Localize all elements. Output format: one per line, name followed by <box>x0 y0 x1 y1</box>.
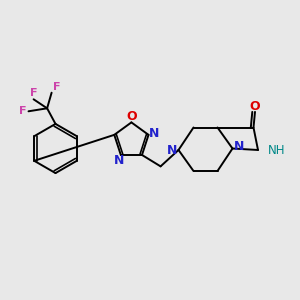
Text: NH: NH <box>268 143 285 157</box>
Text: O: O <box>250 100 260 113</box>
Text: N: N <box>234 140 244 153</box>
Text: F: F <box>30 88 38 98</box>
Text: F: F <box>52 82 60 92</box>
Text: N: N <box>167 143 178 157</box>
Text: N: N <box>114 154 124 167</box>
Text: N: N <box>149 127 159 140</box>
Text: F: F <box>20 106 27 116</box>
Text: O: O <box>126 110 137 124</box>
